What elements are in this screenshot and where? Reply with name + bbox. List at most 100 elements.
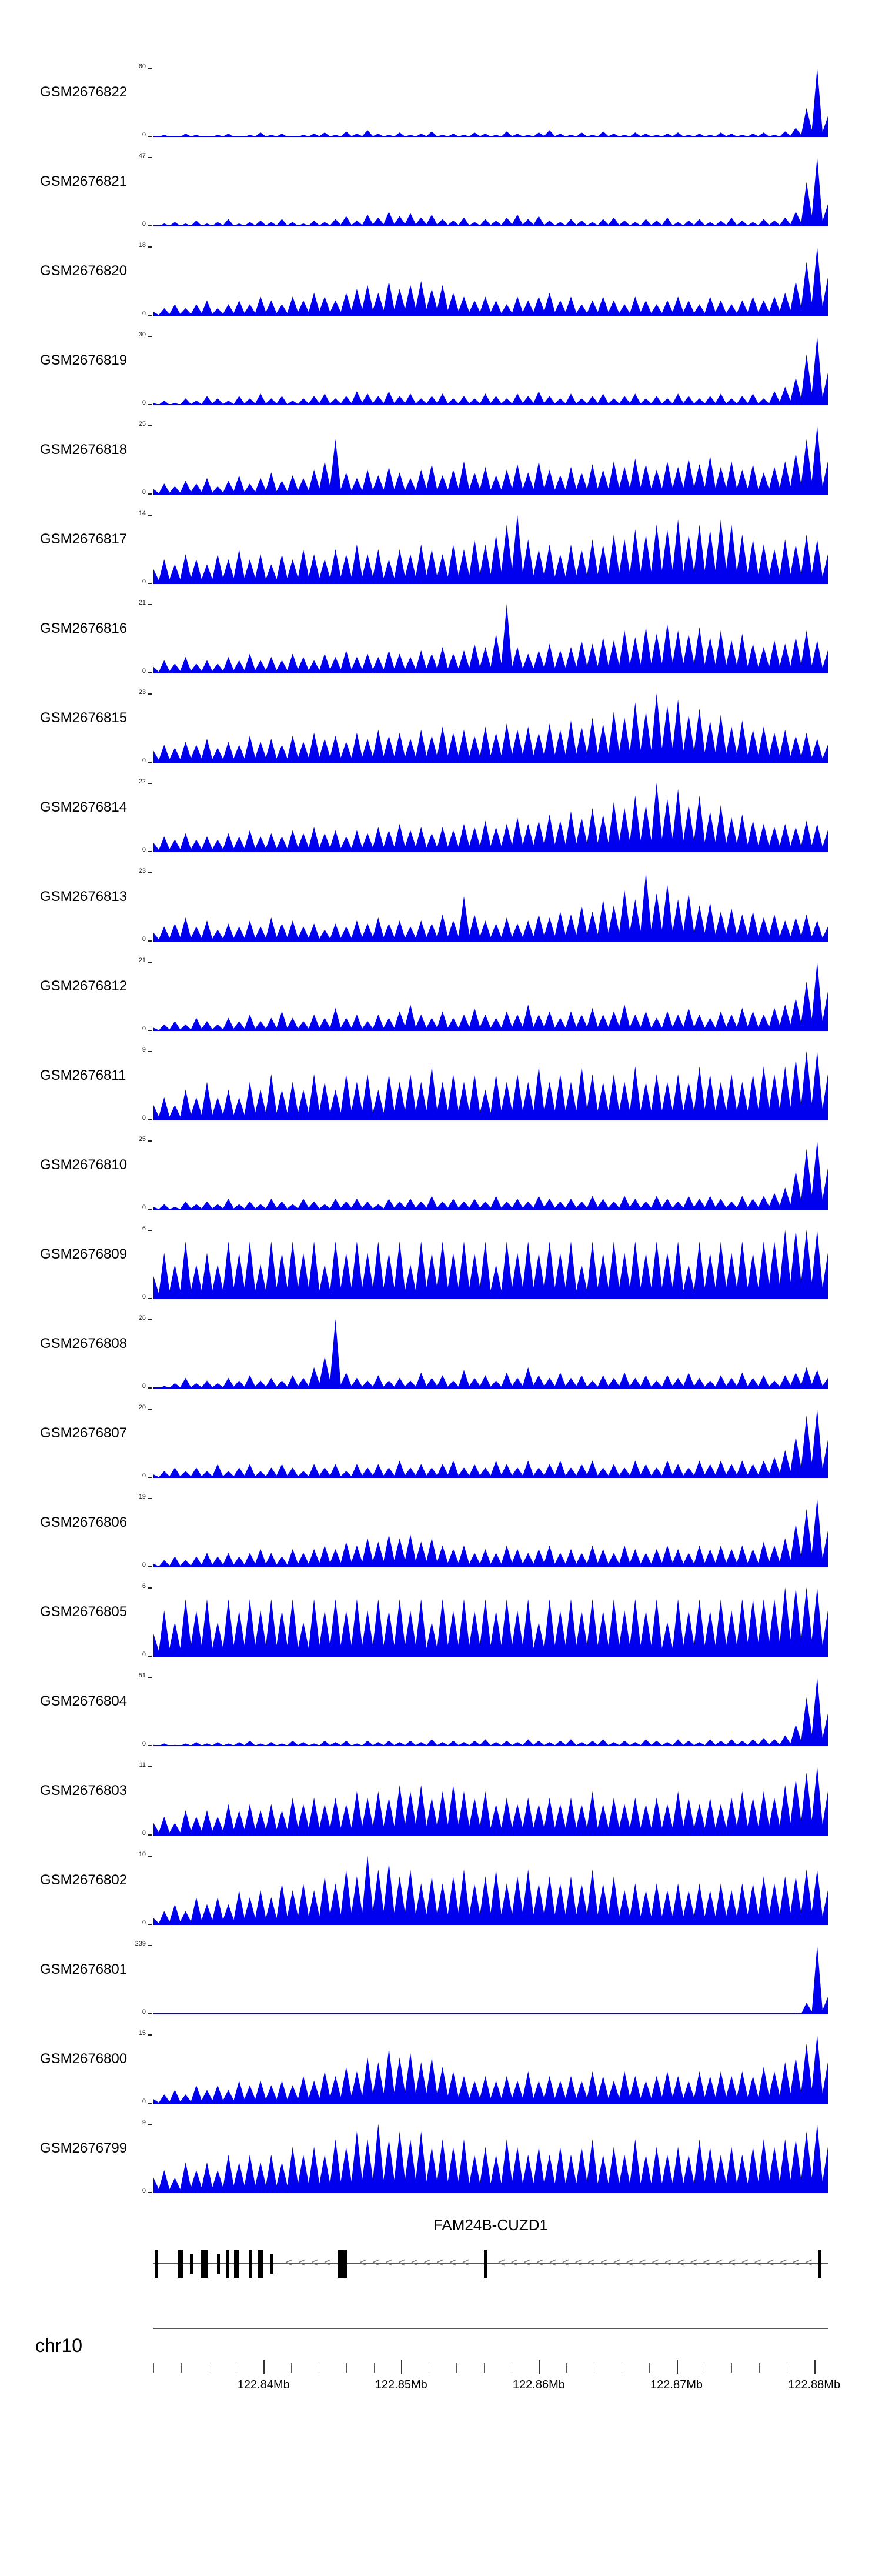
track-label: GSM2676811 <box>40 1067 126 1083</box>
track-ymin-label: 0 <box>142 310 146 317</box>
track-ymax-label: 6 <box>142 1583 146 1590</box>
axis-major-tick <box>814 2360 816 2374</box>
signal-area <box>153 1140 828 1210</box>
yaxis-tick-top <box>148 872 152 873</box>
track-ymin-label: 0 <box>142 1919 146 1926</box>
track-row: GSM2676807 20 0 <box>0 1397 882 1486</box>
genome-axis: chr10 122.84Mb 122.85Mb 122.86Mb 122.87Mb 12… <box>0 2323 882 2429</box>
strand-arrow-icon: < <box>523 2256 531 2270</box>
track-row: GSM2676815 23 0 <box>0 682 882 771</box>
track-ymax-label: 239 <box>135 1940 146 1947</box>
yaxis-tick-top <box>148 962 152 963</box>
strand-arrow-icon: < <box>562 2256 569 2270</box>
signal-area <box>153 425 828 495</box>
track-ymax-label: 9 <box>142 1046 146 1053</box>
strand-arrow-icon: < <box>729 2256 736 2270</box>
track-row: GSM2676818 25 0 <box>0 413 882 503</box>
strand-arrow-icon: < <box>372 2256 380 2270</box>
signal-area <box>153 1409 828 1478</box>
strand-arrow-icon: < <box>436 2256 444 2270</box>
yaxis-tick-top <box>148 1945 152 1946</box>
yaxis-tick-top <box>148 1409 152 1410</box>
gene-exon <box>270 2254 274 2274</box>
track-label: GSM2676814 <box>40 799 128 815</box>
axis-minor-tick <box>483 2363 485 2373</box>
signal-area <box>153 783 828 852</box>
yaxis-tick-bottom <box>148 2103 152 2104</box>
signal-area <box>153 1587 828 1657</box>
track-ymin-label: 0 <box>142 2098 146 2105</box>
track-label: GSM2676822 <box>40 84 128 100</box>
track-label: GSM2676807 <box>40 1425 128 1441</box>
strand-arrow-icon: < <box>792 2256 800 2270</box>
track-ymax-label: 51 <box>138 1672 146 1679</box>
track-ymin-label: 0 <box>142 1740 146 1747</box>
track-signal-plot <box>153 157 828 226</box>
axis-minor-tick <box>731 2363 733 2373</box>
track-ymax-label: 23 <box>138 689 146 696</box>
signal-area <box>153 1319 828 1389</box>
track-label: GSM2676820 <box>40 263 128 279</box>
track-label: GSM2676802 <box>40 1872 128 1888</box>
signal-area <box>153 1230 828 1299</box>
track-signal-plot <box>153 68 828 137</box>
track-label: GSM2676818 <box>40 442 128 458</box>
gene-track: FAM24B-CUZD1 < < < < < < < < < < < < < < < < < < < < < < < < < < <… <box>0 2211 882 2311</box>
strand-arrow-icon: < <box>359 2256 367 2270</box>
signal-area <box>153 1498 828 1567</box>
strand-arrow-icon: < <box>285 2256 293 2270</box>
signal-area <box>153 1677 828 1746</box>
track-signal-plot <box>153 1677 828 1746</box>
strand-arrow-icon: < <box>311 2256 319 2270</box>
gene-exon <box>216 2254 220 2274</box>
track-row: GSM2676810 25 0 <box>0 1129 882 1218</box>
strand-arrow-icon: < <box>754 2256 761 2270</box>
track-ymax-label: 21 <box>138 957 146 964</box>
track-row: GSM2676809 6 0 <box>0 1218 882 1307</box>
track-label: GSM2676809 <box>40 1246 128 1262</box>
yaxis-tick-bottom <box>148 1566 152 1567</box>
strand-arrow-icon: < <box>449 2256 457 2270</box>
gene-exon <box>225 2250 229 2278</box>
signal-area <box>153 1856 828 1925</box>
axis-tick-label: 122.85Mb <box>375 2378 427 2391</box>
track-signal-plot <box>153 1587 828 1657</box>
axis-tick-label: 122.88Mb <box>788 2378 841 2391</box>
track-row: GSM2676820 18 0 <box>0 235 882 324</box>
track-signal-plot <box>153 1230 828 1299</box>
signal-tracks: GSM2676822 60 0 GSM2676821 47 0 GSM2676820 18 0 G… <box>0 56 882 2201</box>
track-ymax-label: 19 <box>138 1493 146 1500</box>
yaxis-tick-bottom <box>148 1924 152 1925</box>
track-ymax-label: 23 <box>138 867 146 875</box>
track-ymax-label: 30 <box>138 331 146 338</box>
yaxis-tick-top <box>148 783 152 784</box>
track-ymax-label: 21 <box>138 599 146 606</box>
strand-arrow-icon: < <box>423 2256 431 2270</box>
track-signal-plot <box>153 693 828 763</box>
track-row: GSM2676817 14 0 <box>0 503 882 592</box>
strand-arrow-icon: < <box>385 2256 393 2270</box>
track-row: GSM2676821 47 0 <box>0 145 882 235</box>
track-row: GSM2676802 10 0 <box>0 1844 882 1933</box>
track-ymax-label: 11 <box>139 1761 146 1769</box>
track-ymin-label: 0 <box>142 1115 146 1122</box>
track-row: GSM2676822 60 0 <box>0 56 882 145</box>
strand-arrow-icon: < <box>613 2256 621 2270</box>
track-label: GSM2676800 <box>40 2051 128 2067</box>
signal-area <box>153 2034 828 2104</box>
yaxis-tick-top <box>148 515 152 516</box>
track-ymax-label: 6 <box>142 1225 146 1232</box>
track-row: GSM2676806 19 0 <box>0 1486 882 1576</box>
track-ymax-label: 18 <box>138 242 146 249</box>
axis-minor-tick <box>456 2363 457 2373</box>
axis-minor-tick <box>153 2363 154 2373</box>
strand-arrow-icon: < <box>549 2256 557 2270</box>
axis-tick-label: 122.86Mb <box>512 2378 565 2391</box>
yaxis-tick-top <box>148 1498 152 1499</box>
signal-area <box>153 962 828 1031</box>
track-row: GSM2676812 21 0 <box>0 950 882 1039</box>
signal-area <box>153 2124 828 2193</box>
yaxis-tick-top <box>148 68 152 69</box>
track-label: GSM2676799 <box>40 2140 128 2156</box>
